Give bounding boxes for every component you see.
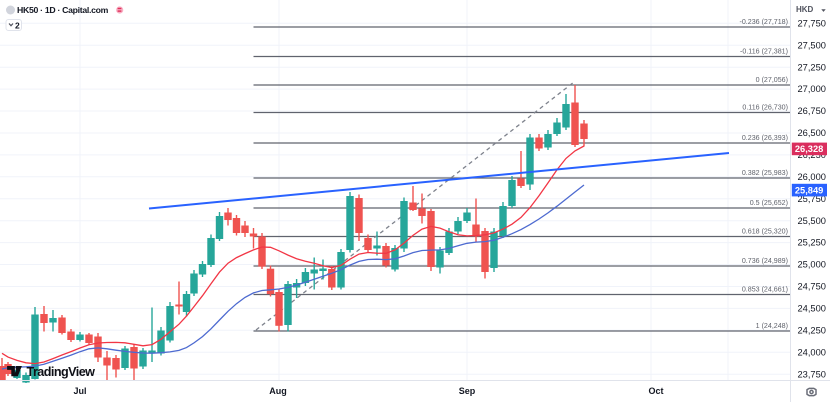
svg-text:Oct: Oct	[648, 386, 663, 396]
svg-text:26,500: 26,500	[798, 128, 826, 138]
svg-text:0.853 (24,661): 0.853 (24,661)	[742, 285, 788, 293]
svg-text:25,500: 25,500	[798, 216, 826, 226]
svg-text:1 (24,248): 1 (24,248)	[756, 322, 788, 330]
svg-text:23,750: 23,750	[798, 369, 826, 379]
svg-text:0.736 (24,989): 0.736 (24,989)	[742, 257, 788, 265]
svg-text:25,750: 25,750	[798, 194, 826, 204]
svg-text:25,250: 25,250	[798, 238, 826, 248]
svg-text:27,500: 27,500	[798, 40, 826, 50]
svg-text:HKD: HKD	[796, 5, 814, 14]
svg-text:-0.236 (27,718): -0.236 (27,718)	[739, 18, 788, 26]
svg-text:0.382 (25,983): 0.382 (25,983)	[742, 169, 788, 177]
svg-text:24,500: 24,500	[798, 304, 826, 314]
svg-text:27,750: 27,750	[798, 18, 826, 28]
svg-text:24,000: 24,000	[798, 347, 826, 357]
svg-text:0.5 (25,652): 0.5 (25,652)	[750, 199, 788, 207]
svg-text:24,250: 24,250	[798, 325, 826, 335]
svg-text:0.116 (26,730): 0.116 (26,730)	[742, 103, 788, 111]
svg-text:27,000: 27,000	[798, 84, 826, 94]
svg-text:Sep: Sep	[459, 386, 476, 396]
svg-text:0 (27,056): 0 (27,056)	[756, 76, 788, 84]
svg-text:TradingView: TradingView	[27, 365, 96, 379]
svg-text:25,849: 25,849	[795, 185, 823, 195]
svg-text:26,328: 26,328	[795, 144, 823, 154]
svg-text:HK50 · 1D · Capital.com: HK50 · 1D · Capital.com	[17, 5, 109, 15]
svg-text:Jul: Jul	[73, 386, 86, 396]
svg-text:0.236 (26,393): 0.236 (26,393)	[742, 134, 788, 142]
svg-text:24,750: 24,750	[798, 282, 826, 292]
svg-text:2: 2	[15, 20, 20, 30]
svg-text:0.618 (25,320): 0.618 (25,320)	[742, 227, 788, 235]
svg-text:25,000: 25,000	[798, 260, 826, 270]
svg-text:27,250: 27,250	[798, 62, 826, 72]
svg-text:-0.116 (27,381): -0.116 (27,381)	[740, 47, 788, 55]
svg-text:26,000: 26,000	[798, 172, 826, 182]
svg-text:Aug: Aug	[269, 386, 287, 396]
svg-text:26,750: 26,750	[798, 106, 826, 116]
